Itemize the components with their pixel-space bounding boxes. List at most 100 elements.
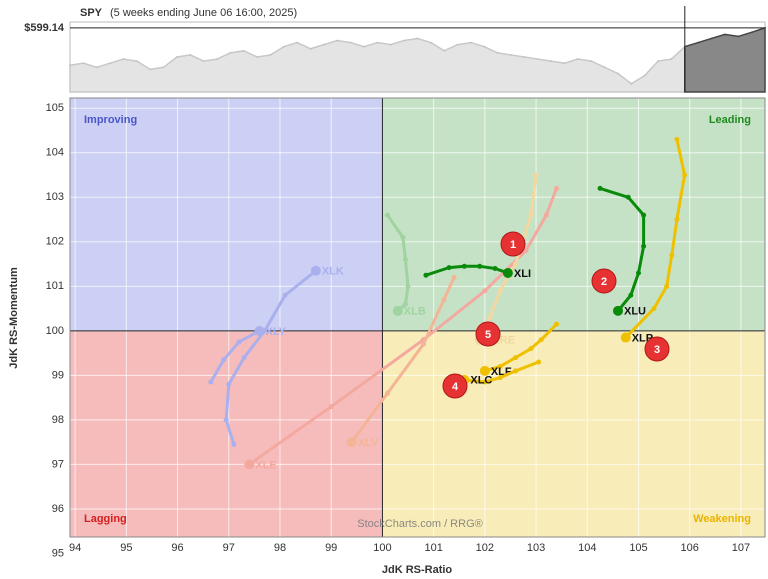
tail-point [625,194,631,200]
spy-point [376,41,379,44]
spy-point [122,58,125,60]
annotation-number: 3 [654,344,660,356]
spy-point [349,41,352,44]
spy-point [737,35,740,38]
tail-point [597,185,603,191]
annotation-badge [591,268,617,294]
tail-point [405,283,411,289]
y-tick-label: 97 [52,458,64,470]
spy-point [82,62,85,64]
tail-point [528,346,534,352]
tail-point [651,306,657,312]
spy-tail-area [684,26,766,93]
tail-point [420,341,426,347]
spy-point [403,39,405,42]
annotation-number: 4 [452,381,459,393]
spy-point [149,68,151,71]
tail-point [635,270,641,276]
tail-point [328,404,334,410]
tail-point [554,321,560,327]
y-tick-label: 105 [46,102,64,114]
tail-line [484,323,558,373]
annotation-badge [442,373,468,399]
tail-point [533,172,539,178]
quadrant-label: Improving [84,114,137,126]
annotation-number: 5 [485,329,491,341]
x-axis-label: JdK RS-Ratio [382,564,453,576]
spy-point [109,62,111,64]
tail-point [208,379,214,385]
quadrant [382,98,765,331]
spy-point [269,54,272,56]
y-tick-label: 95 [52,547,64,559]
annotation-number: 2 [601,276,607,288]
tail-head [479,365,490,376]
spy-point [710,37,713,40]
tail-point [554,185,560,191]
spy-point [643,74,646,77]
tail-point [497,288,503,294]
x-tick-label: 99 [325,542,337,554]
quadrant [382,330,765,537]
tail-point [477,263,483,269]
spy-point [550,60,552,62]
tail-point [513,355,519,361]
tail-point [231,441,237,447]
y-tick-label: 96 [52,503,64,515]
spy-point [256,56,258,58]
x-tick-label: 94 [69,542,81,554]
spy-last-price: $599.14 [24,22,65,34]
tail-head [310,265,321,276]
spy-point [630,82,633,85]
tail-point [482,288,488,294]
spy-point [95,66,98,69]
spy-point [456,43,459,46]
spy-point [389,43,392,46]
tail-point [492,266,498,272]
tail-label: XLE [255,459,276,471]
spy-point [510,54,512,56]
spy-point [697,41,699,44]
tail-point [628,292,634,298]
spy-area [69,37,686,93]
y-tick-label: 102 [46,236,64,248]
y-tick-label: 104 [46,147,64,159]
tail-point [482,379,488,385]
x-tick-label: 97 [223,542,235,554]
quadrant-label: Leading [709,114,751,126]
watermark: StockCharts.com / RRG® [357,518,482,530]
x-tick-label: 106 [681,542,699,554]
tail-point [682,172,688,178]
tail-label: XLY [265,326,286,338]
spy-point [216,58,218,60]
spy-point [136,60,138,62]
tail-point [641,243,647,249]
tail-point [441,297,447,303]
quadrant-label: Weakening [693,513,751,525]
spy-point [496,52,499,54]
quadrant [70,330,383,537]
y-tick-label: 100 [46,325,64,337]
spy-point [176,56,178,58]
y-tick-label: 98 [52,414,64,426]
x-tick-label: 101 [424,542,442,554]
tail-point [674,136,680,142]
tail-label: XLC [470,375,492,387]
spy-point [242,50,245,52]
spy-point [536,58,539,60]
tail-point [402,301,408,307]
x-tick-label: 105 [629,542,647,554]
tail-point [528,212,534,218]
quadrant [70,98,383,331]
tail-point [385,212,391,218]
spy-point [430,41,432,44]
x-tick-label: 98 [274,542,286,554]
spy-point [323,43,325,46]
spy-point [189,54,192,56]
spy-point [283,45,285,48]
x-tick-label: 95 [120,542,132,554]
spy-point [443,50,446,52]
spy-point [617,72,619,75]
tail-point [543,212,549,218]
spy-point [750,31,753,34]
